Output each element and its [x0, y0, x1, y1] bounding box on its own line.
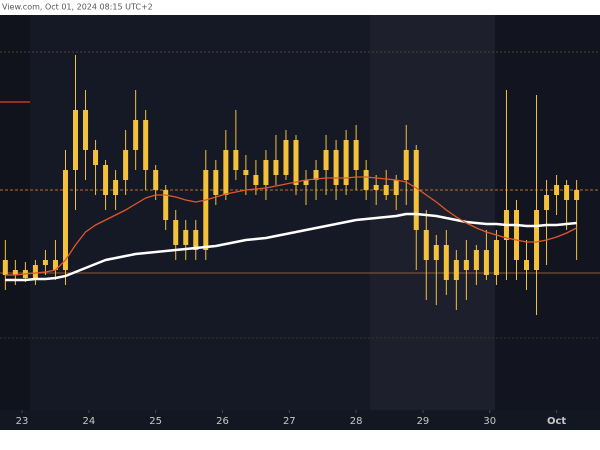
candle-body	[403, 150, 409, 180]
candle-body	[293, 140, 299, 185]
x-tick-label: Oct	[547, 416, 566, 427]
candle-body	[133, 120, 139, 150]
candle-body	[52, 260, 58, 270]
candle-body	[113, 180, 119, 195]
candle-body	[353, 140, 359, 170]
candle-body	[42, 260, 48, 265]
candle-body	[373, 185, 379, 190]
session-shade	[495, 15, 600, 410]
candle-body	[423, 230, 429, 260]
candle-body	[564, 185, 570, 200]
candle-body	[393, 180, 399, 195]
candle-body	[483, 250, 489, 275]
candle-body	[32, 265, 38, 278]
x-tick-label: 23	[16, 416, 29, 427]
x-tick-label: 26	[216, 416, 229, 427]
candle-body	[73, 110, 79, 170]
x-tick-label: 27	[283, 416, 296, 427]
candle-body	[513, 210, 519, 260]
candle-body	[62, 170, 68, 270]
candle-body	[463, 260, 469, 270]
candle-body	[524, 260, 530, 270]
candle-body	[413, 150, 419, 230]
candle-body	[534, 210, 540, 270]
candle-body	[323, 150, 329, 170]
candle-body	[83, 110, 89, 150]
moving-average-line	[5, 212, 577, 282]
candle-body	[233, 150, 239, 170]
candle-body	[253, 175, 259, 185]
candle-body	[574, 190, 580, 200]
candle-body	[163, 190, 169, 220]
candle-body	[183, 230, 189, 245]
candle-body	[103, 165, 109, 195]
candle-body	[303, 180, 309, 185]
candle-body	[173, 220, 179, 245]
candle-body	[223, 150, 229, 195]
candle-body	[313, 170, 319, 180]
x-tick-label: 29	[417, 416, 430, 427]
session-shade	[370, 15, 495, 410]
candle-body	[433, 245, 439, 260]
candle-body	[213, 170, 219, 195]
x-tick-label: 28	[350, 416, 363, 427]
x-tick-label: 30	[483, 416, 496, 427]
candle-body	[383, 185, 389, 195]
candle-body	[363, 170, 369, 190]
candle-body	[143, 120, 149, 170]
candle-body	[554, 185, 560, 195]
header-bar	[0, 0, 600, 15]
candle-body	[93, 150, 99, 165]
session-shade	[0, 15, 30, 410]
header-text: View.com, Oct 01, 2024 08:15 UTC+2	[2, 3, 153, 12]
candle-body	[283, 140, 289, 175]
candle-body	[153, 170, 159, 190]
x-tick-label: 24	[82, 416, 95, 427]
candle-body	[123, 150, 129, 180]
candle-body	[544, 195, 550, 210]
x-tick-label: 25	[149, 416, 162, 427]
candle-body	[2, 260, 8, 275]
moving-average-line	[5, 176, 577, 276]
x-axis-band	[0, 410, 600, 430]
candle-body	[273, 160, 279, 175]
candle-body	[443, 245, 449, 280]
candle-body	[243, 170, 249, 175]
candle-body	[493, 240, 499, 275]
candle-body	[12, 270, 18, 275]
candle-body	[453, 260, 459, 280]
candle-body	[473, 250, 479, 270]
candle-body	[203, 170, 209, 250]
candle-body	[333, 150, 339, 185]
candle-body	[263, 160, 269, 185]
candle-body	[193, 230, 199, 250]
candle-body	[343, 140, 349, 185]
